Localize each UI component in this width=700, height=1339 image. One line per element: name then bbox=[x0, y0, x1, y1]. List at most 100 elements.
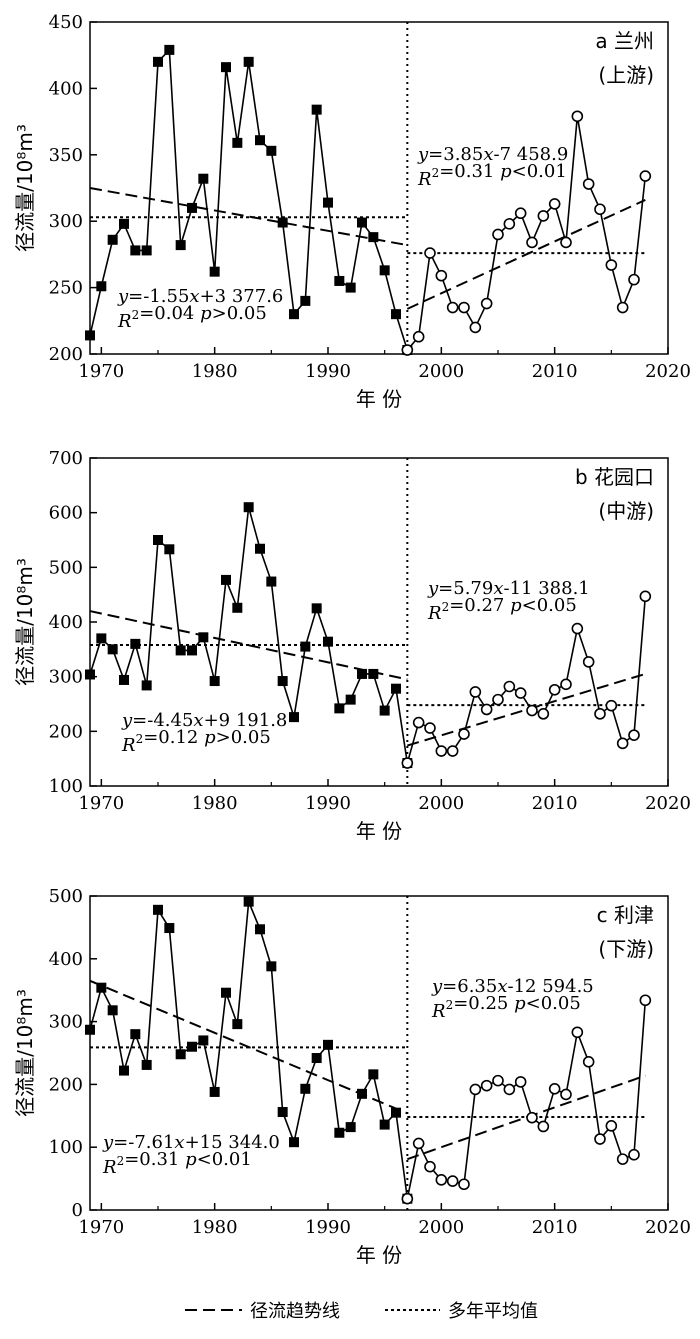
data-point-circle bbox=[480, 703, 493, 716]
data-point-square bbox=[323, 197, 333, 208]
data-point-square bbox=[345, 282, 356, 293]
x-axis-title: 年 份 bbox=[356, 819, 402, 843]
series-line-2 bbox=[406, 116, 647, 351]
data-point-square bbox=[107, 644, 118, 655]
data-point-circle bbox=[401, 344, 414, 356]
data-point-square bbox=[289, 712, 299, 723]
regression-annotation-line: R2=0.12 p>0.05 bbox=[121, 727, 271, 756]
data-point-square bbox=[300, 641, 311, 652]
data-point-square bbox=[323, 1039, 333, 1050]
data-point-circle bbox=[560, 236, 572, 249]
data-point-square bbox=[357, 1088, 367, 1099]
data-point-square bbox=[187, 1041, 197, 1052]
data-point-square bbox=[255, 135, 265, 146]
x-tick-label: 2000 bbox=[418, 361, 464, 382]
data-point-square bbox=[221, 574, 231, 585]
trend-line bbox=[407, 672, 646, 747]
y-tick-label: 350 bbox=[49, 145, 83, 166]
data-point-circle bbox=[639, 170, 652, 182]
data-point-circle bbox=[548, 198, 561, 210]
y-tick-label: 200 bbox=[49, 1074, 83, 1095]
data-point-circle bbox=[582, 1055, 595, 1068]
data-point-square bbox=[368, 668, 379, 679]
data-point-square bbox=[119, 1065, 129, 1076]
data-point-circle bbox=[401, 1192, 414, 1205]
regression-annotation-line: y=5.79x-11 388.1 bbox=[427, 578, 590, 599]
data-point-square bbox=[232, 602, 243, 613]
data-point-circle bbox=[526, 704, 538, 717]
data-point-square bbox=[164, 544, 175, 555]
data-point-circle bbox=[605, 259, 618, 271]
x-tick-label: 2010 bbox=[532, 1217, 578, 1238]
data-point-circle bbox=[594, 708, 606, 720]
data-point-circle bbox=[492, 1074, 504, 1087]
data-point-square bbox=[141, 245, 152, 256]
regression-annotation-line: y=-4.45x+9 191.8 bbox=[121, 710, 287, 731]
data-point-square bbox=[300, 1083, 311, 1094]
legend: 径流趋势线 多年平均值 bbox=[185, 1301, 538, 1322]
data-point-square bbox=[357, 217, 367, 228]
y-tick-label: 300 bbox=[49, 1012, 83, 1033]
panel-label: a 兰州 bbox=[595, 29, 654, 53]
data-point-circle bbox=[492, 228, 504, 241]
data-point-square bbox=[357, 668, 367, 679]
panel-b: 1970 1980 1990 2000 2010 2020 100 200 300 400 500 6… bbox=[13, 448, 691, 843]
data-point-square bbox=[198, 632, 209, 643]
regression-annotation-line: R2=0.04 p>0.05 bbox=[117, 303, 267, 332]
y-tick-label: 300 bbox=[49, 667, 83, 688]
data-point-square bbox=[243, 502, 254, 513]
data-point-circle bbox=[571, 110, 584, 123]
data-point-square bbox=[141, 680, 152, 691]
y-tick-label: 500 bbox=[49, 557, 83, 578]
data-point-square bbox=[391, 309, 401, 320]
series-line-2 bbox=[406, 1000, 647, 1199]
data-point-square bbox=[277, 676, 288, 687]
data-point-circle bbox=[571, 622, 584, 635]
data-point-square bbox=[119, 674, 129, 685]
data-point-circle bbox=[628, 729, 640, 741]
data-point-circle bbox=[469, 686, 482, 698]
data-point-square bbox=[175, 645, 186, 656]
data-point-circle bbox=[458, 1178, 470, 1191]
data-point-square bbox=[96, 281, 107, 292]
data-point-circle bbox=[458, 728, 470, 740]
data-point-circle bbox=[616, 1153, 629, 1165]
data-point-square bbox=[85, 1024, 95, 1035]
data-point-square bbox=[334, 1127, 345, 1138]
x-tick-label: 1970 bbox=[78, 361, 124, 382]
data-point-square bbox=[85, 669, 95, 680]
legend-label-trend: 径流趋势线 bbox=[250, 1301, 340, 1322]
data-point-circle bbox=[526, 236, 538, 249]
data-point-square bbox=[243, 56, 254, 67]
data-point-circle bbox=[639, 994, 652, 1007]
regression-annotation-line: R2=0.25 p<0.05 bbox=[431, 993, 581, 1022]
data-point-circle bbox=[424, 1160, 436, 1173]
data-point-square bbox=[379, 705, 390, 716]
data-point-square bbox=[153, 535, 163, 545]
data-point-circle bbox=[435, 745, 448, 757]
data-point-square bbox=[232, 137, 243, 148]
data-point-square bbox=[277, 217, 288, 228]
data-point-circle bbox=[401, 757, 414, 769]
x-tick-label: 2020 bbox=[645, 793, 691, 814]
data-point-square bbox=[289, 309, 299, 320]
data-point-square bbox=[289, 1137, 299, 1148]
x-tick-label: 1980 bbox=[192, 361, 238, 382]
data-point-circle bbox=[548, 1082, 561, 1095]
y-tick-label: 200 bbox=[49, 721, 83, 742]
x-tick-label: 2000 bbox=[418, 1217, 464, 1238]
data-point-circle bbox=[412, 1137, 425, 1150]
data-point-square bbox=[175, 1049, 186, 1060]
data-point-circle bbox=[594, 1133, 606, 1145]
data-point-circle bbox=[492, 693, 504, 706]
plot-frame bbox=[89, 895, 669, 1211]
regression-annotation-line: y=-7.61x+15 344.0 bbox=[102, 1132, 280, 1153]
y-tick-label: 600 bbox=[49, 503, 83, 524]
trend-line bbox=[89, 979, 408, 1115]
data-point-square bbox=[198, 173, 209, 184]
data-point-square bbox=[209, 266, 220, 277]
data-point-circle bbox=[616, 301, 629, 314]
y-tick-label: 0 bbox=[72, 1200, 83, 1221]
data-point-square bbox=[255, 543, 265, 554]
y-axis-title: 径流量/10⁸m³ bbox=[13, 989, 37, 1117]
